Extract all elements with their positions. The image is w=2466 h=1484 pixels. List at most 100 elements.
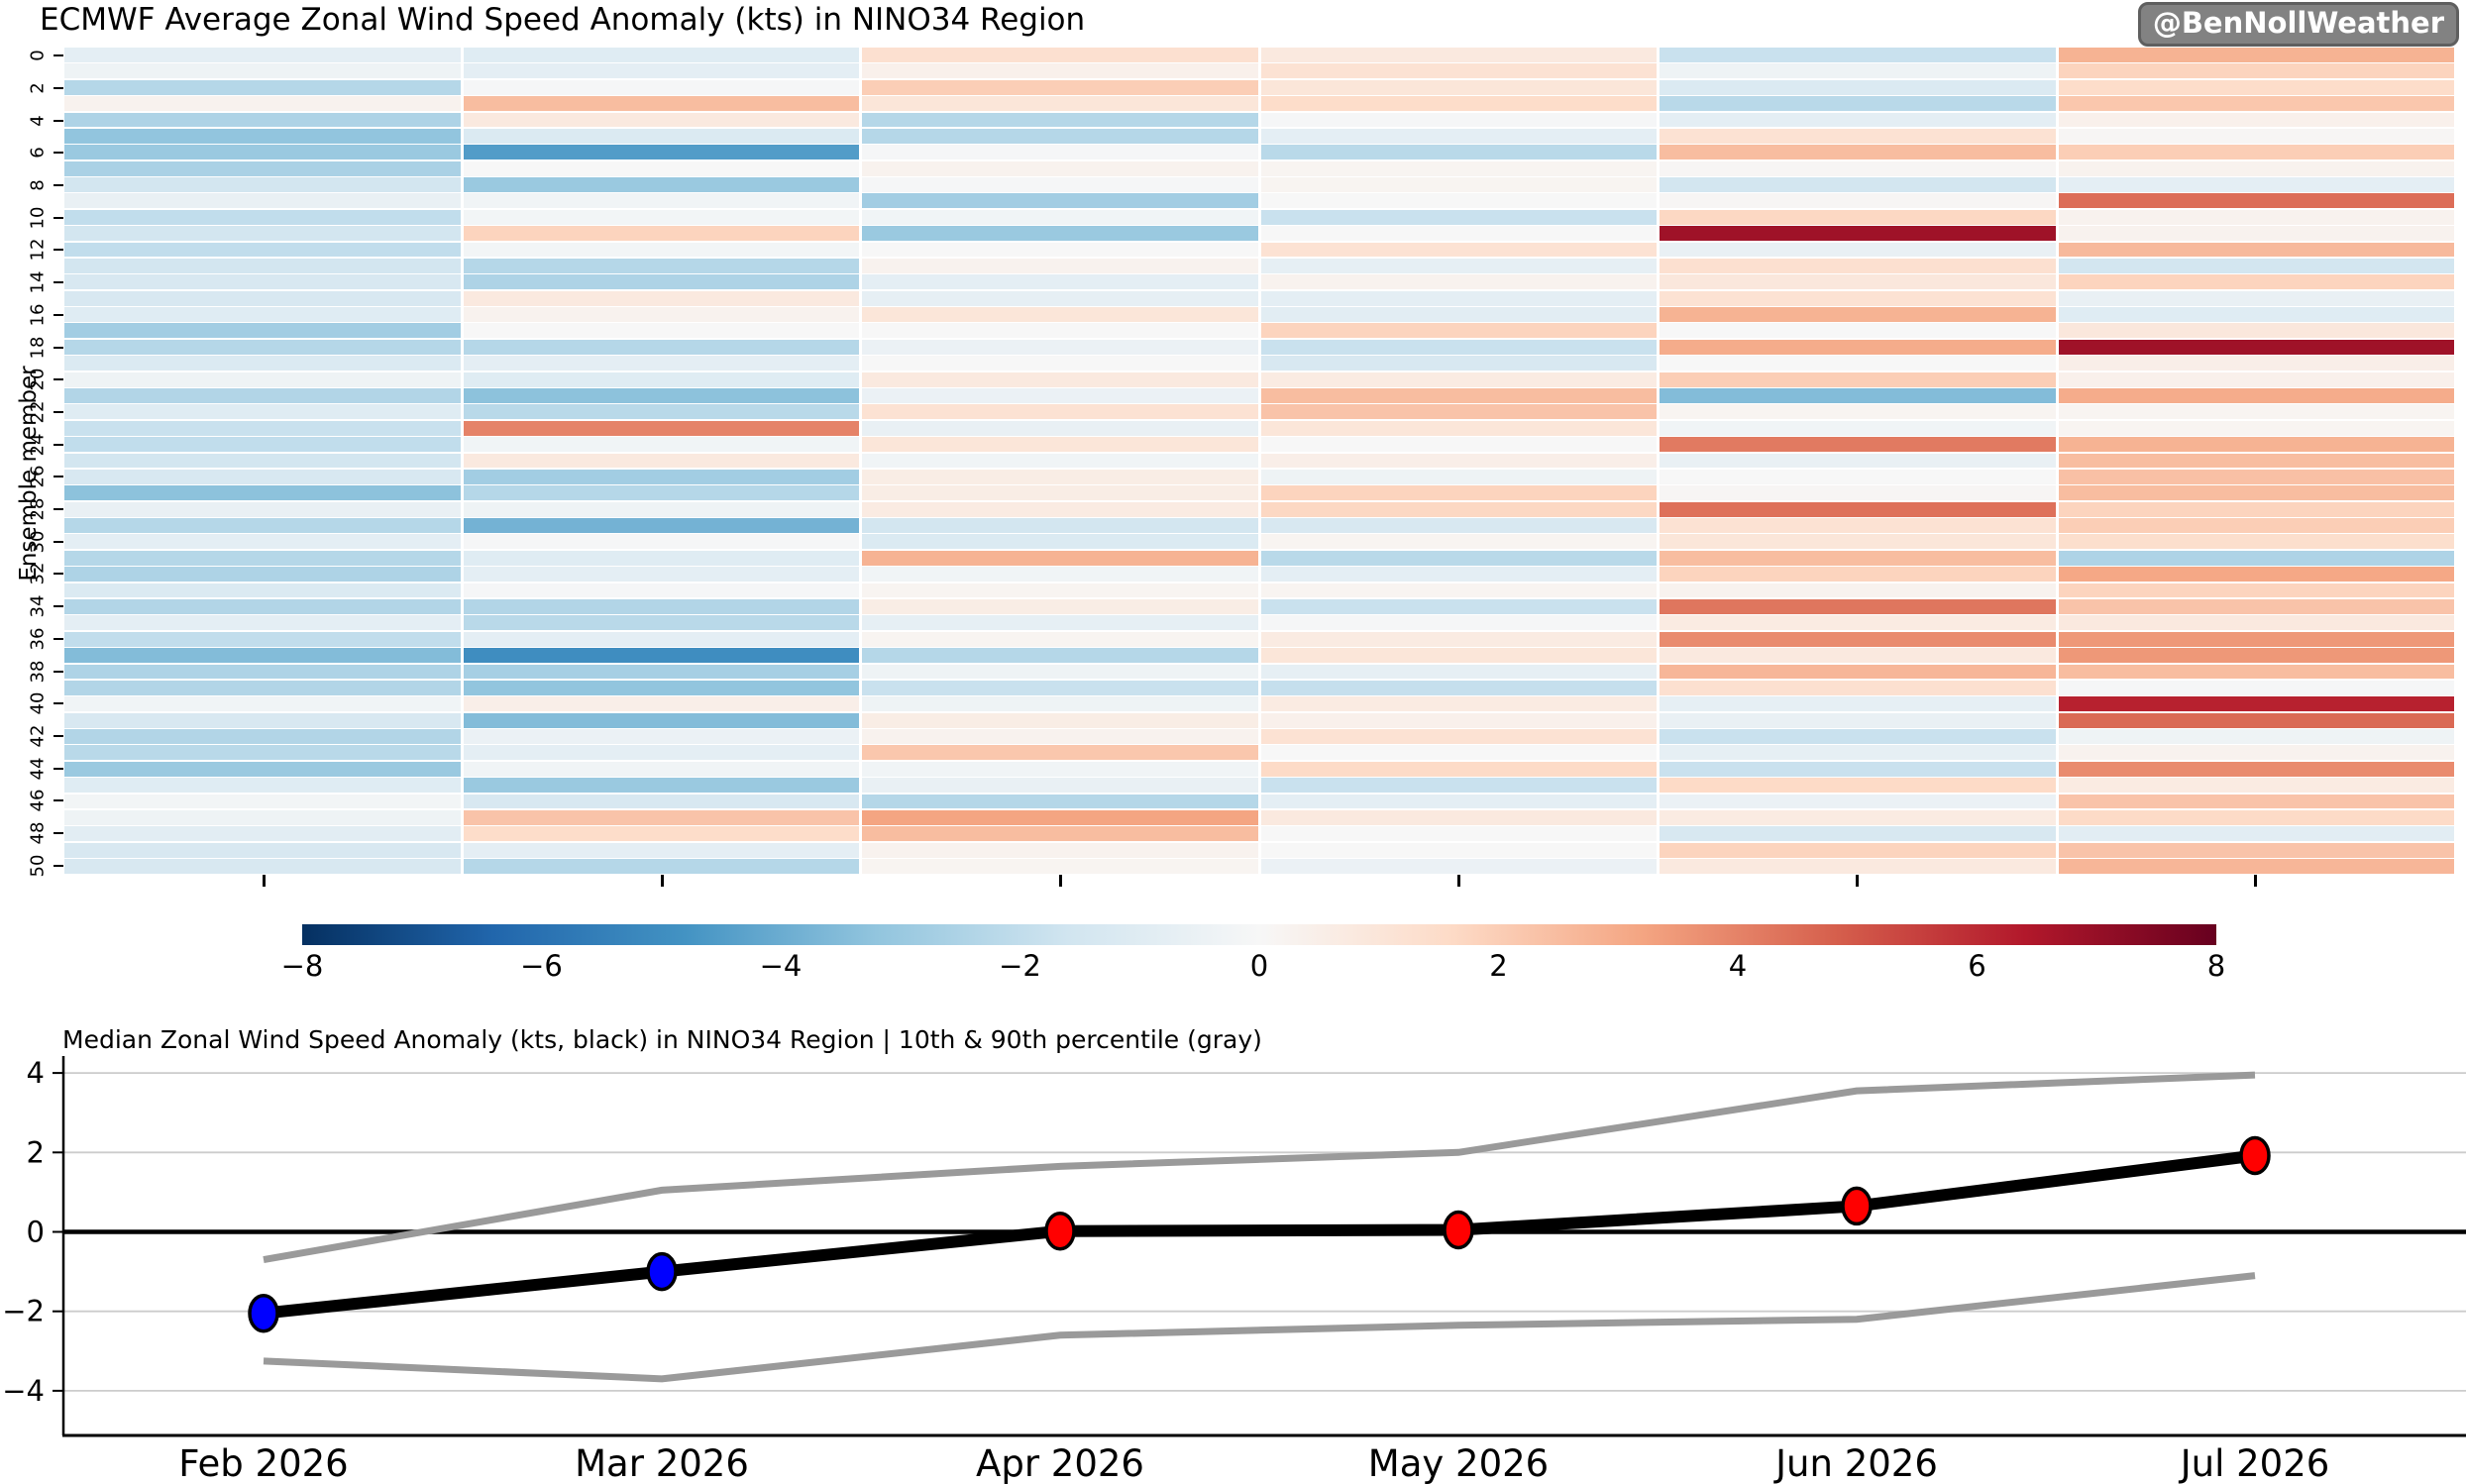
heatmap-cell bbox=[862, 63, 1258, 79]
heatmap-cell bbox=[1660, 209, 2056, 225]
heatmap-cell bbox=[463, 96, 859, 112]
heatmap-cell bbox=[1660, 128, 2056, 144]
heatmap-cell bbox=[1660, 518, 2056, 533]
heatmap-cell bbox=[463, 420, 859, 436]
chart-ytick-label: −4 bbox=[2, 1374, 45, 1408]
heatmap-cell bbox=[463, 745, 859, 761]
heatmap-ytick-label: 20 bbox=[27, 368, 49, 391]
heatmap-cell bbox=[862, 209, 1258, 225]
heatmap-cell bbox=[463, 469, 859, 484]
heatmap-cell bbox=[2058, 826, 2454, 842]
heatmap-cell bbox=[1660, 826, 2056, 842]
heatmap-cell bbox=[2058, 193, 2454, 209]
heatmap-cell bbox=[2058, 631, 2454, 647]
heatmap-ytick-mark bbox=[54, 864, 63, 867]
heatmap-cell bbox=[2058, 648, 2454, 664]
heatmap-ytick-label: 0 bbox=[27, 50, 49, 61]
heatmap-cell bbox=[1260, 63, 1657, 79]
heatmap-ytick-mark bbox=[54, 184, 63, 186]
heatmap-cell bbox=[463, 388, 859, 403]
heatmap-ytick-mark bbox=[54, 832, 63, 835]
heatmap-xtick-mark bbox=[661, 875, 664, 887]
heatmap-cell bbox=[463, 809, 859, 825]
heatmap-cell bbox=[64, 485, 461, 501]
heatmap-cell bbox=[1260, 209, 1657, 225]
heatmap-cell bbox=[2058, 388, 2454, 403]
heatmap-cell bbox=[1260, 826, 1657, 842]
heatmap-cell bbox=[1660, 631, 2056, 647]
heatmap-cell bbox=[862, 550, 1258, 566]
heatmap-cell bbox=[2058, 160, 2454, 176]
heatmap-ytick-label: 18 bbox=[27, 336, 49, 359]
heatmap-cell bbox=[862, 274, 1258, 290]
heatmap-cell bbox=[2058, 177, 2454, 192]
heatmap-cell bbox=[1260, 128, 1657, 144]
heatmap-cell bbox=[862, 778, 1258, 794]
heatmap-ytick-label: 46 bbox=[27, 789, 49, 812]
heatmap-cell bbox=[64, 356, 461, 371]
heatmap-cell bbox=[2058, 209, 2454, 225]
heatmap-cell bbox=[1660, 177, 2056, 192]
heatmap-cell bbox=[1660, 356, 2056, 371]
heatmap-cell bbox=[64, 437, 461, 453]
heatmap-cell bbox=[2058, 404, 2454, 420]
heatmap-cell bbox=[463, 404, 859, 420]
heatmap-cell bbox=[1260, 145, 1657, 160]
heatmap-cell bbox=[1660, 145, 2056, 160]
heatmap-ytick-mark bbox=[54, 735, 63, 737]
colorbar-tick-label: −6 bbox=[520, 949, 563, 983]
heatmap-cell bbox=[64, 761, 461, 777]
heatmap-cell bbox=[463, 550, 859, 566]
heatmap-cell bbox=[1660, 745, 2056, 761]
heatmap-cell bbox=[1660, 550, 2056, 566]
heatmap-ytick-mark bbox=[54, 540, 63, 543]
heatmap-cell bbox=[1660, 371, 2056, 387]
heatmap-cell bbox=[64, 842, 461, 858]
heatmap-cell bbox=[64, 729, 461, 744]
heatmap-cell bbox=[1660, 112, 2056, 128]
heatmap-cell bbox=[64, 859, 461, 874]
heatmap-cell bbox=[2058, 680, 2454, 695]
heatmap-cell bbox=[2058, 48, 2454, 62]
heatmap-cell bbox=[2058, 501, 2454, 517]
heatmap-cell bbox=[463, 274, 859, 290]
heatmap-cell bbox=[2058, 437, 2454, 453]
heatmap-ytick-label: 14 bbox=[27, 270, 49, 294]
heatmap-cell bbox=[2058, 842, 2454, 858]
heatmap-cell bbox=[64, 598, 461, 614]
heatmap-cell bbox=[1260, 48, 1657, 62]
ensemble-heatmap bbox=[64, 48, 2454, 874]
heatmap-cell bbox=[862, 501, 1258, 517]
heatmap-cell bbox=[2058, 339, 2454, 355]
heatmap-cell bbox=[1660, 96, 2056, 112]
heatmap-cell bbox=[463, 356, 859, 371]
heatmap-cell bbox=[463, 160, 859, 176]
heatmap-cell bbox=[64, 809, 461, 825]
heatmap-cell bbox=[1660, 258, 2056, 273]
heatmap-ytick-mark bbox=[54, 54, 63, 57]
heatmap-title: ECMWF Average Zonal Wind Speed Anomaly (… bbox=[40, 2, 1086, 38]
heatmap-cell bbox=[64, 712, 461, 728]
colorbar-tick-label: 4 bbox=[1728, 949, 1748, 983]
heatmap-cell bbox=[1260, 534, 1657, 550]
heatmap-cell bbox=[1260, 842, 1657, 858]
heatmap-cell bbox=[64, 96, 461, 112]
heatmap-cell bbox=[862, 583, 1258, 598]
heatmap-cell bbox=[1660, 242, 2056, 258]
heatmap-xtick-mark bbox=[2254, 875, 2257, 887]
heatmap-cell bbox=[463, 794, 859, 809]
heatmap-cell bbox=[64, 226, 461, 242]
heatmap-xtick-mark bbox=[263, 875, 266, 887]
heatmap-ytick-label: 44 bbox=[27, 757, 49, 781]
heatmap-cell bbox=[463, 696, 859, 712]
heatmap-cell bbox=[2058, 420, 2454, 436]
heatmap-xtick-mark bbox=[1059, 875, 1062, 887]
heatmap-cell bbox=[862, 79, 1258, 95]
heatmap-cell bbox=[64, 323, 461, 339]
heatmap-cell bbox=[463, 226, 859, 242]
heatmap-cell bbox=[463, 598, 859, 614]
heatmap-cell bbox=[64, 794, 461, 809]
heatmap-cell bbox=[2058, 307, 2454, 322]
heatmap-cell bbox=[862, 680, 1258, 695]
heatmap-cell bbox=[862, 96, 1258, 112]
